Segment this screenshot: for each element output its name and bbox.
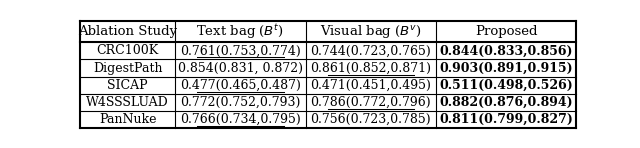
Text: DigestPath: DigestPath: [93, 62, 163, 75]
Text: 0.756(0.723,0.785): 0.756(0.723,0.785): [310, 113, 431, 126]
Text: 0.861(0.852,0.871): 0.861(0.852,0.871): [310, 62, 431, 75]
Text: 0.882(0.876,0.894): 0.882(0.876,0.894): [439, 96, 573, 109]
Text: 0.477(0.465,0.487): 0.477(0.465,0.487): [180, 79, 301, 92]
Text: PanNuke: PanNuke: [99, 113, 156, 126]
Text: 0.786(0.772,0.796): 0.786(0.772,0.796): [310, 96, 431, 109]
Text: Ablation Study: Ablation Study: [78, 25, 177, 38]
Text: 0.766(0.734,0.795): 0.766(0.734,0.795): [180, 113, 301, 126]
Text: 0.511(0.498,0.526): 0.511(0.498,0.526): [439, 79, 573, 92]
Text: 0.772(0.752,0.793): 0.772(0.752,0.793): [180, 96, 301, 109]
Text: CRC100K: CRC100K: [97, 44, 159, 57]
Text: 0.844(0.833,0.856): 0.844(0.833,0.856): [439, 44, 573, 57]
Text: 0.903(0.891,0.915): 0.903(0.891,0.915): [439, 62, 573, 75]
Text: 0.811(0.799,0.827): 0.811(0.799,0.827): [439, 113, 573, 126]
Text: SICAP: SICAP: [108, 79, 148, 92]
Text: 0.854(0.831, 0.872): 0.854(0.831, 0.872): [178, 62, 303, 75]
Text: 0.744(0.723,0.765): 0.744(0.723,0.765): [310, 44, 431, 57]
Text: Visual bag ($B^v$): Visual bag ($B^v$): [320, 23, 422, 40]
Text: 0.471(0.451,0.495): 0.471(0.451,0.495): [310, 79, 431, 92]
Text: 0.761(0.753,0.774): 0.761(0.753,0.774): [180, 44, 301, 57]
Text: Proposed: Proposed: [475, 25, 538, 38]
Text: W4SSSLUAD: W4SSSLUAD: [86, 96, 169, 109]
Text: Text bag ($B^t$): Text bag ($B^t$): [196, 22, 284, 41]
